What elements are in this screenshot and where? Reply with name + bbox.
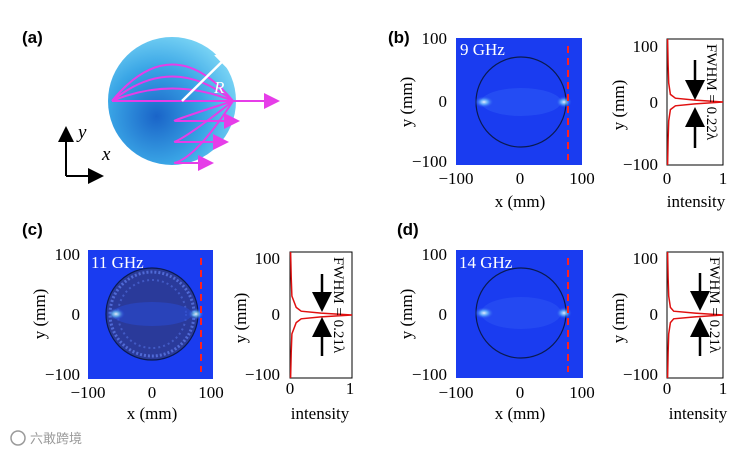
y-tick: 0 [650,305,659,324]
profile-b: FWHM = 0.22λ 100 0 −100 0 1 intensity y … [609,37,727,211]
panel-a: (a) R y x [22,28,280,184]
map-x-label: x (mm) [495,404,546,423]
panel-d-label: (d) [397,220,419,239]
radius-arrow [181,48,236,102]
x-tick: 100 [569,383,595,402]
map-y-label: y (mm) [30,289,49,340]
interference-band [481,88,561,116]
x-tick: 100 [569,169,595,188]
map-axes-d: −100 0 100 100 0 −100 x (mm) y (mm) [397,245,595,423]
source-spot [107,308,125,320]
source-spot [474,96,494,108]
profile-y-label: y (mm) [609,293,628,344]
y-tick: 0 [439,92,448,111]
map-y-label: y (mm) [397,289,416,340]
watermark-logo-icon [10,430,26,446]
profile-x-label: intensity [669,404,728,423]
y-tick: 100 [633,249,659,268]
y-tick: −100 [45,365,80,384]
panel-c-label: (c) [22,220,43,239]
y-tick: 100 [255,249,281,268]
watermark: 六敢跨境 [10,430,82,446]
axis-x-label: x [101,144,111,165]
panel-d: (d) 14 GHz −100 0 100 100 0 −100 x (mm) … [397,220,728,423]
fwhm-label: FWHM = 0.21λ [706,257,722,354]
map-axes-c: −100 0 100 100 0 −100 x (mm) y (mm) [30,245,224,423]
map-x-label: x (mm) [127,404,178,423]
x-tick: 1 [346,379,355,398]
ray-arc [111,75,234,102]
field-map-b: 9 GHz [456,38,582,165]
x-tick: 0 [516,169,525,188]
ray-arc [111,87,234,102]
x-tick: 100 [198,383,224,402]
fwhm-label: FWHM = 0.22λ [703,44,719,141]
interference-band [112,302,192,326]
profile-d: FWHM = 0.21λ 100 0 −100 0 1 intensity y … [609,249,728,423]
profile-curve [289,251,353,379]
watermark-text: 六敢跨境 [30,431,82,446]
x-tick: 0 [286,379,295,398]
map-y-label: y (mm) [397,77,416,128]
y-tick: 100 [633,37,659,56]
y-tick: 100 [422,245,448,264]
profile-y-label: y (mm) [609,80,628,131]
panel-c: (c) 11 GHz −100 0 100 100 0 −100 x (mm) … [22,220,354,423]
y-tick: −100 [623,365,658,384]
sphere-illustration: R [108,37,280,171]
y-tick: 0 [650,93,659,112]
radius-label: R [213,78,225,97]
x-tick: 1 [719,379,728,398]
panel-b-label: (b) [388,28,410,47]
freq-label: 11 GHz [91,253,144,272]
x-tick: 1 [719,169,728,188]
panel-b: (b) 9 GHz −100 0 100 100 0 −100 x (mm) y… [388,28,727,211]
y-tick: 0 [72,305,81,324]
x-tick: 0 [148,383,157,402]
y-tick: 0 [439,305,448,324]
y-tick: 0 [272,305,281,324]
profile-c: FWHM = 0.21λ 100 0 −100 0 1 intensity y … [231,249,354,423]
freq-label: 9 GHz [460,40,505,59]
y-tick: 100 [422,29,448,48]
x-tick: 0 [663,169,672,188]
y-tick: 100 [55,245,81,264]
profile-x-label: intensity [667,192,726,211]
profile-curve [666,38,724,166]
profile-curve [666,251,724,379]
source-spot [474,307,494,319]
x-tick: 0 [663,379,672,398]
y-tick: −100 [412,365,447,384]
y-tick: −100 [623,155,658,174]
focus-spot [556,307,572,319]
ray-arc [173,100,234,164]
x-tick: 0 [516,383,525,402]
ray-arc [173,100,234,122]
ray-arc [173,100,234,143]
x-tick: −100 [438,383,473,402]
axis-y-label: y [76,122,87,143]
fwhm-label: FWHM = 0.21λ [330,257,346,354]
coordinate-axes: y x [58,122,111,184]
x-tick: −100 [70,383,105,402]
y-tick: −100 [412,152,447,171]
field-map-c: 11 GHz [88,250,213,379]
map-axes-b: −100 0 100 100 0 −100 x (mm) y (mm) [397,29,595,211]
interference-band [481,297,561,329]
x-tick: −100 [438,169,473,188]
ray-arc [111,63,234,102]
profile-y-label: y (mm) [231,293,250,344]
y-tick: −100 [245,365,280,384]
profile-x-label: intensity [291,404,350,423]
field-map-d: 14 GHz [456,250,583,378]
focus-spot [556,96,572,108]
map-x-label: x (mm) [495,192,546,211]
freq-label: 14 GHz [459,253,513,272]
panel-a-label: (a) [22,28,43,47]
